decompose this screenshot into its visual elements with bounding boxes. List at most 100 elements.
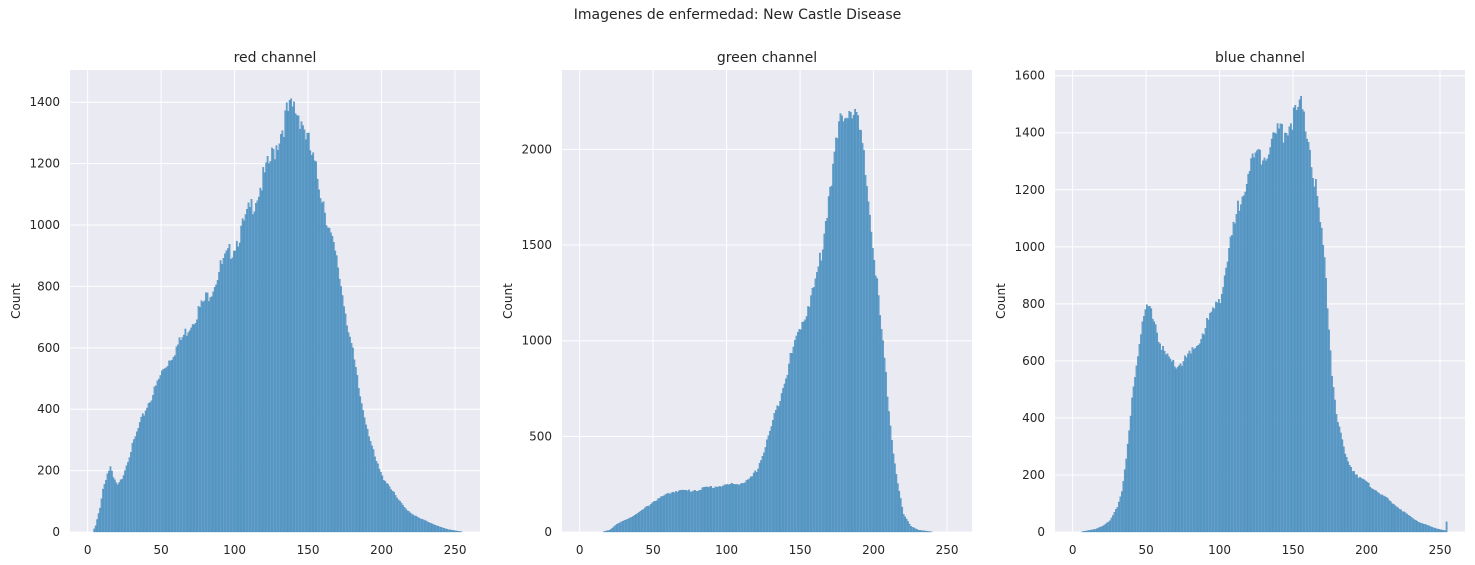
y-tick-label: 1000 xyxy=(521,334,552,348)
histogram-bar xyxy=(920,530,923,533)
histogram-bar xyxy=(1359,477,1361,533)
histogram-bar xyxy=(924,530,927,533)
histogram-bar xyxy=(443,528,445,533)
histogram-bar xyxy=(290,98,293,533)
histogram-bar xyxy=(1157,341,1160,533)
histogram-bar xyxy=(447,529,450,533)
histogram-bar xyxy=(1132,386,1135,533)
histogram-bar xyxy=(1251,153,1254,533)
histogram-bar xyxy=(1232,221,1235,533)
histogram-bar xyxy=(783,383,786,533)
histogram-bar xyxy=(269,161,272,533)
histogram-bar xyxy=(752,472,755,533)
histogram-bar xyxy=(1426,525,1429,533)
histogram-bar xyxy=(1093,529,1095,533)
histogram-bar xyxy=(1219,303,1222,533)
histogram-bar xyxy=(152,395,154,533)
histogram-bar xyxy=(1140,334,1142,533)
histogram-bar xyxy=(400,502,403,533)
histogram-bar xyxy=(1417,522,1420,533)
histogram-bar xyxy=(745,480,748,533)
histogram-bar xyxy=(244,214,247,533)
histogram-bar xyxy=(683,490,686,533)
histogram-bar xyxy=(670,492,673,533)
histogram-bar xyxy=(770,426,773,533)
histogram-bar xyxy=(422,519,425,533)
histogram-bar xyxy=(1128,430,1131,533)
histogram-bar xyxy=(1438,529,1441,533)
histogram-bar xyxy=(748,478,751,533)
histogram-bar xyxy=(121,479,124,533)
histogram-bar xyxy=(1237,200,1239,533)
histogram-bar xyxy=(1337,422,1339,533)
histogram-bar xyxy=(1084,531,1086,533)
histogram-bar xyxy=(410,513,413,533)
histogram-bar xyxy=(685,490,688,533)
histogram-bar xyxy=(827,196,830,533)
x-tick-label: 50 xyxy=(1138,543,1153,557)
histogram-bar xyxy=(141,413,144,533)
histogram-bar xyxy=(396,497,398,533)
histogram-bar xyxy=(1107,521,1110,533)
histogram-bar xyxy=(1122,481,1125,533)
histogram-bar xyxy=(1184,355,1186,533)
histogram-bar xyxy=(863,150,865,533)
histogram-bar xyxy=(1356,474,1358,533)
histogram-bar xyxy=(1135,365,1138,533)
histogram-bar xyxy=(1285,133,1288,533)
histogram-bar xyxy=(773,413,776,533)
histogram-bar xyxy=(403,507,406,533)
histogram-bar xyxy=(1410,517,1413,533)
histogram-bar xyxy=(666,493,668,533)
histogram-bar xyxy=(1423,524,1426,533)
histogram-bar xyxy=(1341,439,1344,533)
histogram-bar xyxy=(1314,179,1317,533)
histogram-bar xyxy=(432,524,435,533)
histogram-bar xyxy=(277,150,279,533)
histogram-bar xyxy=(798,329,801,533)
histogram-bar xyxy=(786,374,789,533)
histogram-bar xyxy=(111,470,113,533)
histogram-bar xyxy=(1241,196,1244,533)
histogram-bar xyxy=(1206,318,1208,533)
histogram-bar xyxy=(1220,294,1223,533)
histogram-bar xyxy=(1166,353,1169,533)
histogram-bar xyxy=(1372,489,1375,533)
histogram-bar xyxy=(272,149,275,533)
histogram-bar xyxy=(1104,523,1107,533)
histogram-bar xyxy=(418,517,420,533)
histogram-panel-3: 0 50 100 150 200 250 0 200 400 600 800 1000 1200 1400… xyxy=(994,50,1465,557)
histogram-bar xyxy=(611,527,614,533)
histogram-bar xyxy=(128,457,131,533)
x-tick-label: 150 xyxy=(297,543,320,557)
histogram-bar xyxy=(1436,528,1439,533)
histogram-bar xyxy=(413,515,416,533)
histogram-bar xyxy=(1303,111,1305,533)
histogram-bar xyxy=(918,530,921,533)
y-tick-label: 1400 xyxy=(29,95,60,109)
histogram-bar xyxy=(874,275,877,533)
histogram-bar xyxy=(438,526,441,533)
histogram-bar xyxy=(1292,107,1295,533)
histogram-bar xyxy=(252,214,254,533)
y-tick-label: 400 xyxy=(37,402,60,416)
histogram-bar xyxy=(255,203,257,533)
histogram-bar xyxy=(162,369,165,533)
histogram-bar xyxy=(206,292,209,533)
histogram-bar xyxy=(717,486,720,533)
histogram-bar xyxy=(412,514,414,533)
histogram-bar xyxy=(1123,469,1126,533)
y-tick-label: 500 xyxy=(529,429,552,443)
histogram-bar xyxy=(1203,334,1206,533)
histogram-bar xyxy=(406,510,409,533)
histogram-bar xyxy=(867,201,870,533)
histogram-bar xyxy=(833,151,836,533)
histogram-bar xyxy=(769,430,771,533)
histogram-bar xyxy=(761,456,764,533)
histogram-bar xyxy=(1263,157,1266,533)
histogram-bar xyxy=(736,484,739,533)
histogram-bar xyxy=(1270,138,1273,533)
histogram-bar xyxy=(194,323,197,533)
histogram-bar xyxy=(1388,500,1391,533)
histogram-bar xyxy=(1306,138,1308,533)
